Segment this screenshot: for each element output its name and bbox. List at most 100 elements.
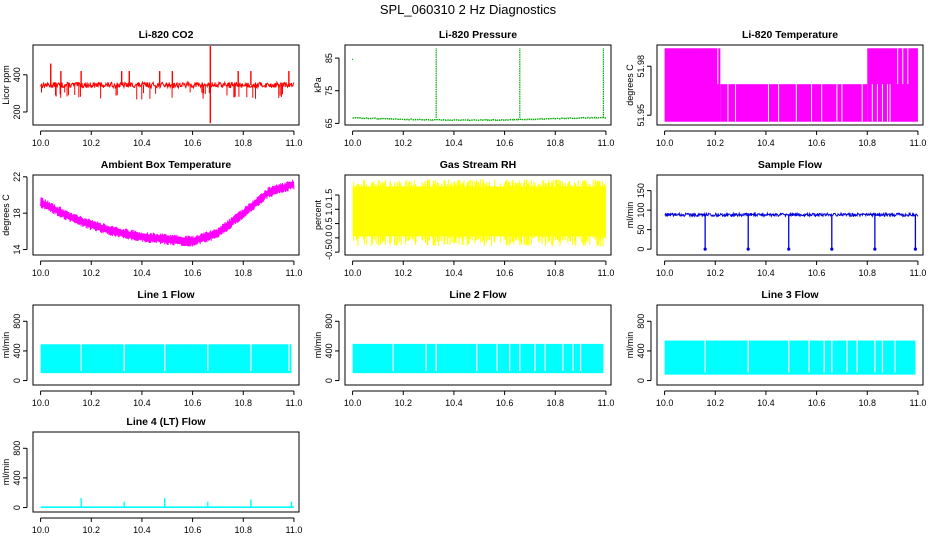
co2-trace bbox=[40, 80, 295, 90]
x-tick-label: 10.6 bbox=[184, 525, 202, 535]
x-tick-label: 10.8 bbox=[235, 268, 253, 278]
x-tick-label: 10.2 bbox=[395, 268, 413, 278]
x-tick-label: 10.6 bbox=[184, 138, 202, 148]
y-tick-label: 400 bbox=[12, 343, 22, 358]
x-tick-label: 10.0 bbox=[32, 138, 50, 148]
x-tick-label: 10.4 bbox=[445, 398, 463, 408]
series-line-3 bbox=[664, 339, 916, 375]
x-tick-label: 10.4 bbox=[445, 268, 463, 278]
x-tick-label: 10.4 bbox=[757, 268, 775, 278]
plot-frame bbox=[656, 174, 924, 256]
y-tick-label: 22 bbox=[12, 172, 22, 182]
y-tick-label: 1.5 bbox=[324, 189, 334, 202]
y-axis-label: ml/min bbox=[1, 332, 11, 359]
x-tick-label: 11.0 bbox=[910, 398, 927, 408]
x-tick-label: 11.0 bbox=[598, 138, 615, 148]
x-tick-label: 10.2 bbox=[83, 398, 101, 408]
x-tick-label: 10.0 bbox=[344, 268, 362, 278]
y-axis-label: ml/min bbox=[313, 332, 323, 359]
y-tick-label: 200 bbox=[12, 104, 22, 119]
y-tick-label: 0 bbox=[636, 247, 646, 252]
panel-0: Li-820 CO2 10.0 10.2 10.4 10.6 10.8 11.0 200 400… bbox=[1, 29, 302, 148]
y-tick-label: 400 bbox=[324, 343, 334, 358]
flow-band bbox=[664, 340, 916, 375]
panel-title: Line 3 Flow bbox=[761, 289, 819, 301]
x-tick-label: 10.8 bbox=[235, 138, 253, 148]
x-tick-label: 10.0 bbox=[656, 138, 674, 148]
y-tick-label: 800 bbox=[636, 314, 646, 329]
x-tick-label: 10.2 bbox=[395, 138, 413, 148]
x-tick-label: 10.2 bbox=[707, 138, 725, 148]
panel-title: Li-820 CO2 bbox=[139, 29, 194, 41]
x-tick-label: 10.8 bbox=[859, 138, 877, 148]
x-tick-label: 10.2 bbox=[83, 268, 101, 278]
y-axis-label: ml/min bbox=[1, 459, 11, 486]
x-tick-label: 10.8 bbox=[547, 398, 565, 408]
y-tick-label: 800 bbox=[324, 314, 334, 329]
x-tick-label: 10.6 bbox=[496, 138, 514, 148]
sample-flow-trace bbox=[664, 211, 919, 218]
series-line-2 bbox=[352, 342, 604, 374]
y-tick-label: 150 bbox=[636, 183, 646, 198]
panel-title: Ambient Box Temperature bbox=[101, 159, 232, 171]
x-tick-label: 10.6 bbox=[808, 268, 826, 278]
x-tick-label: 11.0 bbox=[910, 138, 927, 148]
y-tick-label: 800 bbox=[12, 314, 22, 329]
panel-9: Line 4 (LT) Flow 10.0 10.2 10.4 10.6 10.8 11.0… bbox=[1, 416, 302, 535]
flow-band bbox=[40, 344, 292, 374]
ambient-trace bbox=[40, 179, 295, 247]
temperature-band bbox=[720, 84, 868, 122]
y-tick-label: 400 bbox=[12, 470, 22, 485]
x-tick-label: 11.0 bbox=[286, 525, 303, 535]
x-axis: 10.0 10.2 10.4 10.6 10.8 11.0 bbox=[32, 260, 303, 278]
x-tick-label: 10.4 bbox=[133, 398, 151, 408]
y-tick-label: 800 bbox=[12, 441, 22, 456]
x-tick-label: 11.0 bbox=[910, 268, 927, 278]
x-tick-label: 10.8 bbox=[235, 525, 253, 535]
panel-title: Line 2 Flow bbox=[449, 289, 507, 301]
panel-6: Line 1 Flow 10.0 10.2 10.4 10.6 10.8 11.0 0 400 8… bbox=[1, 289, 302, 408]
x-tick-label: 10.4 bbox=[757, 138, 775, 148]
y-axis-label: degrees C bbox=[1, 194, 11, 236]
x-tick-label: 10.2 bbox=[395, 398, 413, 408]
panel-title: Line 4 (LT) Flow bbox=[126, 416, 206, 428]
x-axis: 10.0 10.2 10.4 10.6 10.8 11.0 bbox=[344, 130, 615, 148]
x-tick-label: 10.0 bbox=[32, 525, 50, 535]
x-tick-label: 11.0 bbox=[286, 268, 303, 278]
x-axis: 10.0 10.2 10.4 10.6 10.8 11.0 bbox=[32, 517, 303, 535]
x-tick-label: 10.8 bbox=[859, 268, 877, 278]
y-axis: 14 18 22 degrees C bbox=[1, 172, 28, 255]
x-tick-label: 10.0 bbox=[32, 398, 50, 408]
y-tick-label: 75 bbox=[324, 86, 334, 96]
sample-flow-dip-point bbox=[703, 247, 707, 251]
x-tick-label: 10.2 bbox=[83, 525, 101, 535]
series-sample-flow bbox=[664, 211, 919, 251]
y-tick-label: 51.95 bbox=[636, 104, 646, 127]
figure-title: SPL_060310 2 Hz Diagnostics bbox=[379, 2, 557, 17]
panel-title: Gas Stream RH bbox=[440, 159, 516, 171]
plot-frame bbox=[32, 44, 300, 126]
panel-8: Line 3 Flow 10.0 10.2 10.4 10.6 10.8 11.0 0 400 8… bbox=[625, 289, 926, 408]
x-tick-label: 11.0 bbox=[598, 268, 615, 278]
series-line-4 bbox=[40, 497, 294, 508]
panel-title: Line 1 Flow bbox=[137, 289, 195, 301]
y-tick-label: 0 bbox=[636, 378, 646, 383]
x-tick-label: 10.0 bbox=[656, 398, 674, 408]
y-tick-label: 400 bbox=[636, 343, 646, 358]
plot-frame bbox=[32, 431, 300, 513]
x-tick-label: 10.6 bbox=[808, 398, 826, 408]
series-pressure bbox=[352, 48, 607, 122]
x-tick-label: 10.8 bbox=[859, 398, 877, 408]
plot-frame bbox=[344, 174, 612, 256]
x-tick-label: 10.4 bbox=[133, 268, 151, 278]
panel-1: Li-820 Pressure 10.0 10.2 10.4 10.6 10.8 11.0 6… bbox=[313, 29, 614, 148]
x-tick-label: 10.8 bbox=[235, 398, 253, 408]
series-box-temperature bbox=[40, 179, 295, 247]
x-axis: 10.0 10.2 10.4 10.6 10.8 11.0 bbox=[656, 260, 927, 278]
